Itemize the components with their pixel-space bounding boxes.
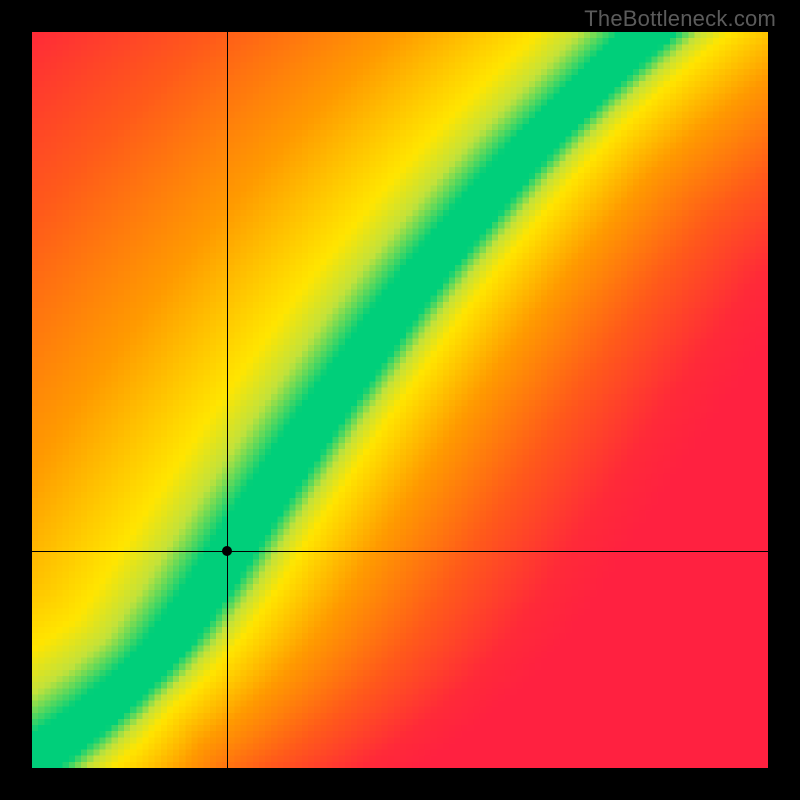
- selection-marker: [222, 546, 232, 556]
- crosshair-vertical: [227, 32, 228, 768]
- watermark-text: TheBottleneck.com: [584, 6, 776, 32]
- heatmap-canvas: [32, 32, 768, 768]
- crosshair-horizontal: [32, 551, 768, 552]
- bottleneck-heatmap: [32, 32, 768, 768]
